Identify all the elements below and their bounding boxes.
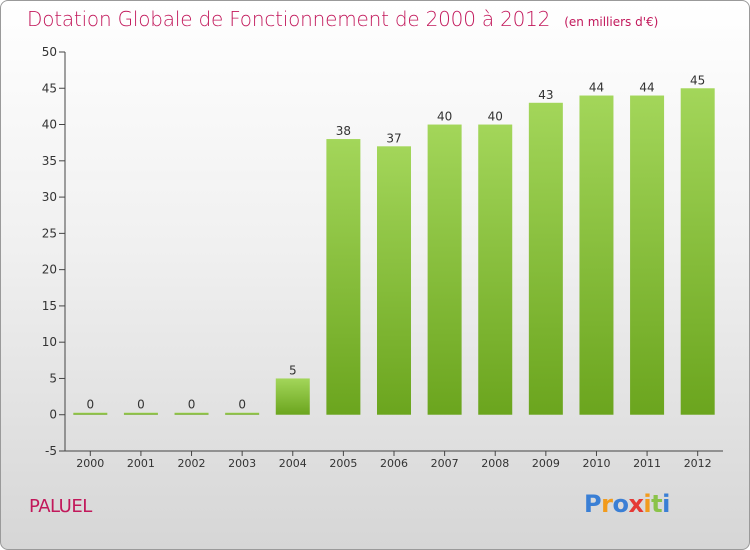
bar-2008 [478, 124, 513, 415]
bar-2011 [630, 95, 665, 415]
commune-name: PALUEL [29, 496, 92, 517]
y-tick-label: -5 [45, 444, 57, 458]
y-tick-label: 35 [42, 154, 57, 168]
x-tick-label: 2006 [380, 457, 408, 470]
data-label-2001: 0 [137, 398, 145, 412]
logo-letter: o [612, 490, 629, 518]
x-tick-label: 2003 [228, 457, 256, 470]
y-tick-label: 15 [42, 299, 57, 313]
x-tick-label: 2000 [76, 457, 104, 470]
y-tick-label: 20 [42, 263, 57, 277]
bar-2003 [225, 412, 260, 415]
bar-2002 [174, 412, 209, 415]
bar-2004 [275, 378, 310, 415]
x-tick-label: 2002 [178, 457, 206, 470]
chart-title: Dotation Globale de Fonctionnement de 20… [27, 7, 658, 31]
x-tick-label: 2007 [431, 457, 459, 470]
y-tick-label: 5 [49, 371, 57, 385]
logo-letter: P [584, 490, 602, 518]
logo-letter: i [643, 490, 652, 518]
data-label-2007: 40 [437, 110, 452, 124]
data-label-2004: 5 [289, 363, 297, 377]
x-tick-label: 2001 [127, 457, 155, 470]
chart-title-main: Dotation Globale de Fonctionnement de 20… [27, 7, 551, 31]
data-label-2008: 40 [488, 110, 503, 124]
data-label-2005: 38 [336, 124, 351, 138]
bar-2010 [579, 95, 614, 415]
logo-letter: x [628, 490, 644, 518]
x-tick-label: 2010 [582, 457, 610, 470]
y-tick-label: 0 [49, 408, 57, 422]
data-label-2012: 45 [690, 73, 705, 87]
data-label-2011: 44 [639, 81, 654, 95]
x-tick-label: 2005 [329, 457, 357, 470]
bar-2001 [123, 412, 158, 415]
bar-2006 [377, 146, 411, 415]
logo-letter: t [651, 490, 663, 518]
bar-2005 [326, 139, 361, 415]
logo-letter: r [601, 490, 613, 518]
y-tick-label: 40 [42, 118, 57, 132]
data-label-2010: 44 [589, 81, 604, 95]
bar-2012 [680, 88, 715, 415]
proxiti-logo: Proxiti [584, 490, 670, 518]
data-label-2009: 43 [538, 88, 553, 102]
data-label-2006: 37 [386, 131, 401, 145]
x-tick-label: 2008 [481, 457, 509, 470]
x-tick-label: 2011 [633, 457, 661, 470]
x-tick-label: 2012 [684, 457, 712, 470]
x-tick-label: 2004 [279, 457, 307, 470]
y-tick-label: 25 [42, 226, 57, 240]
data-label-2002: 0 [188, 398, 196, 412]
y-tick-label: 45 [42, 81, 57, 95]
y-tick-label: 50 [42, 45, 57, 59]
data-label-2000: 0 [86, 398, 94, 412]
bar-2009 [528, 102, 563, 415]
y-tick-label: 10 [42, 335, 57, 349]
data-label-2003: 0 [238, 398, 246, 412]
bar-2000 [73, 412, 108, 415]
chart-unit-label: (en milliers d'€) [564, 15, 659, 29]
logo-letter: i [662, 490, 670, 518]
y-tick-label: 30 [42, 190, 57, 204]
bar-2007 [427, 124, 462, 415]
x-tick-label: 2009 [532, 457, 560, 470]
